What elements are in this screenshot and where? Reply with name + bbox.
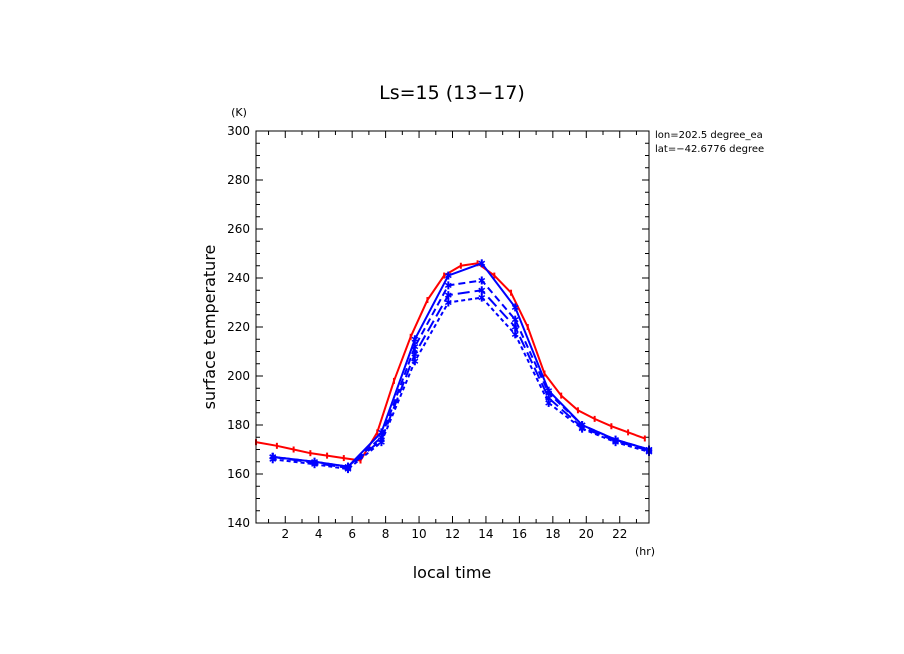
marker-stroke <box>478 277 486 284</box>
marker-stroke <box>578 426 586 432</box>
x-axis-unit: (hr) <box>635 545 655 558</box>
data-point <box>444 281 452 290</box>
data-point <box>269 455 277 464</box>
data-point <box>545 398 553 407</box>
data-point <box>478 293 486 302</box>
y-tick-label: 180 <box>227 418 250 432</box>
data-point <box>311 460 318 469</box>
marker-stroke <box>545 390 553 396</box>
annotation-lat: lat=−42.6776 degree <box>655 144 764 155</box>
x-tick-label: 14 <box>478 527 493 541</box>
data-point <box>444 271 452 280</box>
y-tick-label: 160 <box>227 467 250 481</box>
x-tick-label: 22 <box>612 527 627 541</box>
x-tick-label: 20 <box>579 527 594 541</box>
y-tick-label: 300 <box>227 124 250 138</box>
x-axis-label: local time <box>413 563 492 582</box>
x-tick-label: 16 <box>512 527 527 541</box>
marker-stroke <box>511 331 519 337</box>
data-point <box>411 349 419 358</box>
marker-stroke <box>478 294 486 301</box>
series-line-3 <box>272 289 650 469</box>
y-tick-label: 260 <box>227 222 250 236</box>
marker-stroke <box>478 260 486 266</box>
marker-stroke <box>344 466 352 472</box>
y-tick-label: 220 <box>227 320 250 334</box>
data-point <box>478 286 486 295</box>
marker-stroke <box>411 358 419 364</box>
marker-stroke <box>511 317 519 323</box>
x-tick-label: 4 <box>315 527 323 541</box>
y-axis-unit: (K) <box>231 106 247 119</box>
marker-stroke <box>269 456 277 462</box>
marker-stroke <box>511 304 519 311</box>
marker-stroke <box>478 287 486 293</box>
marker-stroke <box>411 351 419 357</box>
data-point <box>478 259 486 268</box>
marker-stroke <box>511 324 519 330</box>
annotation-lon: lon=202.5 degree_ea <box>655 130 763 141</box>
marker-stroke <box>378 439 385 445</box>
y-tick-label: 240 <box>227 271 250 285</box>
data-point <box>511 323 519 331</box>
data-point <box>511 303 519 312</box>
x-tick-label: 6 <box>348 527 356 541</box>
chart-title: Ls=15 (13−17) <box>379 82 525 104</box>
plot-frame <box>255 130 650 524</box>
data-point <box>612 438 619 447</box>
series-line-4 <box>272 296 650 471</box>
y-tick-label: 200 <box>227 369 250 383</box>
data-point <box>378 438 385 447</box>
data-point <box>444 298 452 307</box>
data-point <box>411 342 419 351</box>
series-line-0 <box>255 262 646 462</box>
y-axis-label: surface temperature <box>200 245 219 410</box>
data-point <box>578 424 586 433</box>
x-tick-label: 8 <box>382 527 390 541</box>
data-point <box>478 276 486 285</box>
data-point <box>344 465 352 474</box>
marker-stroke <box>411 343 419 350</box>
marker-stroke <box>612 439 619 445</box>
data-point <box>411 357 419 366</box>
data-point <box>511 315 519 324</box>
marker-stroke <box>545 400 553 406</box>
x-tick-label: 2 <box>281 527 289 541</box>
marker-stroke <box>311 461 318 467</box>
x-tick-label: 10 <box>411 527 426 541</box>
marker-stroke <box>444 272 452 279</box>
x-tick-label: 18 <box>545 527 560 541</box>
marker-stroke <box>444 299 452 306</box>
x-tick-label: 12 <box>445 527 460 541</box>
marker-stroke <box>411 336 419 342</box>
data-point <box>444 291 452 300</box>
series-line-2 <box>272 279 650 468</box>
marker-stroke <box>444 292 452 298</box>
y-tick-label: 280 <box>227 173 250 187</box>
y-tick-label: 140 <box>227 516 250 530</box>
marker-stroke <box>444 282 452 288</box>
data-point <box>511 330 519 339</box>
data-point <box>411 335 419 344</box>
